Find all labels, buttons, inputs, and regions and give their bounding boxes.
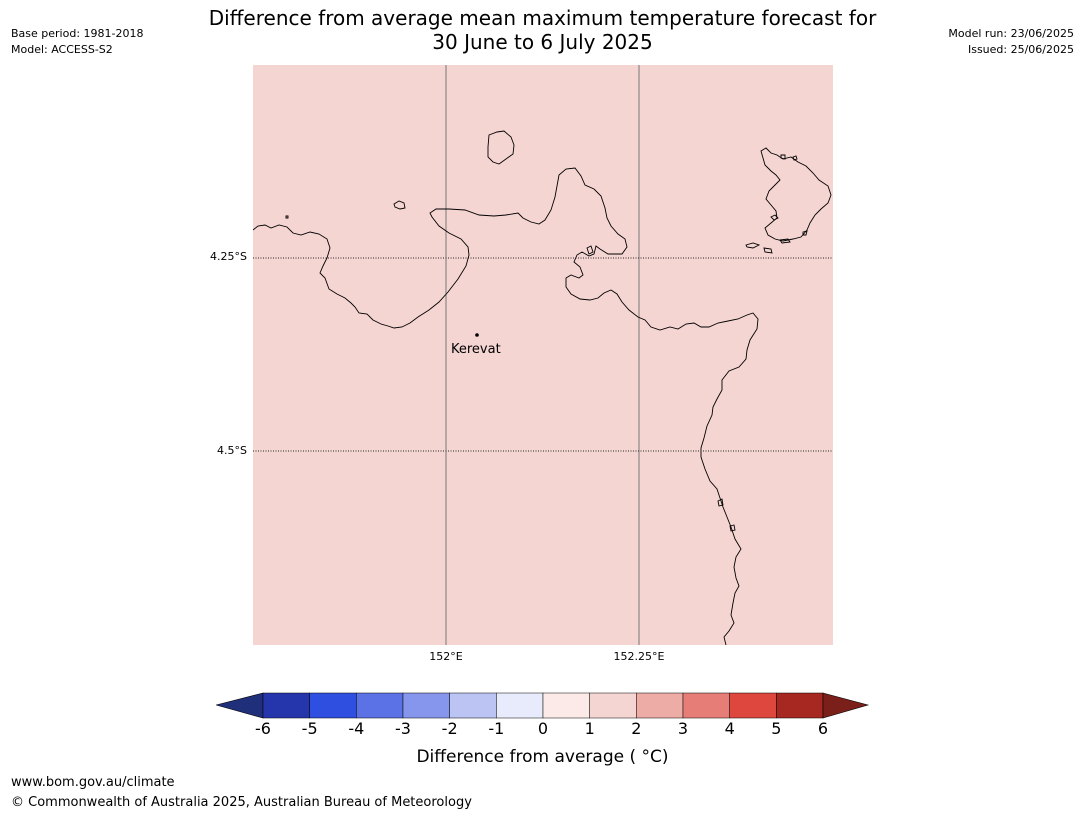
islet-coast-2 [729,524,736,532]
model-name: Model: ACCESS-S2 [11,43,113,56]
colorbar-tick-label: 5 [771,719,782,738]
colorbar-tick-label: 1 [584,719,595,738]
meta-right: Model run: 23/06/2025 Issued: 25/06/2025 [948,26,1074,58]
islet-ne-4 [745,242,761,249]
island-north [487,130,515,165]
issued-date: Issued: 25/06/2025 [967,43,1074,56]
islet-ne-2 [770,214,779,221]
colorbar-cell [682,692,730,719]
colorbar-cell [776,692,824,719]
lon-label-152-25: 152.25°E [613,650,665,663]
colorbar-tick-label: -6 [255,719,271,738]
colorbar-cell [589,692,637,719]
colorbar-tick-label: -3 [395,719,411,738]
colorbar-title: Difference from average ( °C) [416,747,669,767]
map-svg [253,65,833,645]
colorbar-tick-label: -2 [441,719,458,738]
colorbar-tick-label: 3 [677,719,689,738]
colorbar-over-arrow [822,692,870,719]
colorbar-cell [262,692,310,719]
colorbar-cell [542,692,590,719]
islet-inner [586,245,594,255]
base-period: Base period: 1981-2018 [11,27,144,40]
colorbar-tick-label: 4 [724,719,735,738]
colorbar-cell [356,692,404,719]
kerevat-label: Kerevat [451,342,501,357]
islet-west [393,200,406,210]
colorbar-tick-label: -5 [301,719,318,738]
model-run: Model run: 23/06/2025 [948,27,1074,40]
footer-copyright: © Commonwealth of Australia 2025, Austra… [11,795,472,810]
lat-label-4-25: 4.25°S [210,250,247,263]
forecast-map: Kerevat [253,65,833,645]
islet-dot [285,215,289,219]
meta-left: Base period: 1981-2018 Model: ACCESS-S2 [11,26,143,58]
colorbar-under-arrow [216,692,264,719]
islet-coast-1 [717,498,724,507]
islet-ne-5 [763,247,773,254]
footer-url[interactable]: www.bom.gov.au/climate [11,775,175,790]
colorbar-cell [729,692,777,719]
kerevat-marker [475,333,479,337]
map-title: Difference from average mean maximum tem… [208,6,877,54]
islet-ne-1 [780,154,786,160]
colorbar-tick-label: 2 [631,719,642,738]
colorbar-cell [449,692,497,719]
colorbar-cell [496,692,544,719]
colorbar [216,692,870,719]
colorbar-tick-label: -1 [488,719,505,738]
colorbar-cell [309,692,357,719]
colorbar-tick-label: 0 [537,719,549,738]
lon-label-152: 152°E [429,650,463,663]
colorbar-cell [636,692,684,719]
coastline-main [253,167,759,645]
islet-ne-3 [792,155,798,161]
islet-ne-6 [779,238,791,244]
lat-label-4-5: 4.5°S [217,444,247,457]
colorbar-tick-label: -4 [348,719,365,738]
colorbar-tick-label: 6 [817,719,829,738]
colorbar-cell [402,692,450,719]
islands-northeast [760,147,832,242]
islet-ne-7 [802,230,808,236]
